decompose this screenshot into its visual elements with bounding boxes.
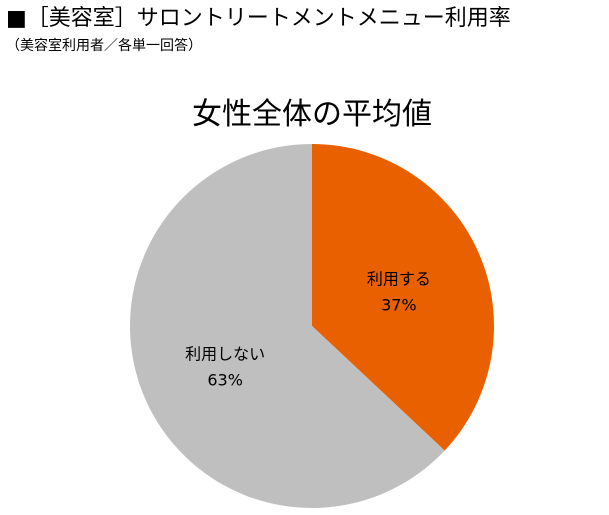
pie-slice-2 (130, 144, 445, 508)
slice-category-label-2: 利用しない (185, 345, 265, 364)
slice-value-label-1: 37% (381, 295, 417, 314)
chart-title: 女性全体の平均値 (192, 97, 432, 132)
pie-labels: 利用する 37% 利用しない 63% (185, 269, 431, 389)
page-title: ■［美容室］サロントリートメントメニュー利用率 (6, 6, 511, 31)
slice-category-label-1: 利用する (367, 269, 431, 288)
slice-value-label-2: 63% (207, 371, 243, 390)
pie-slices (130, 144, 494, 508)
page-subtitle: （美容室利用者／各単一回答） (6, 38, 202, 54)
pie-slice-1 (312, 144, 494, 451)
